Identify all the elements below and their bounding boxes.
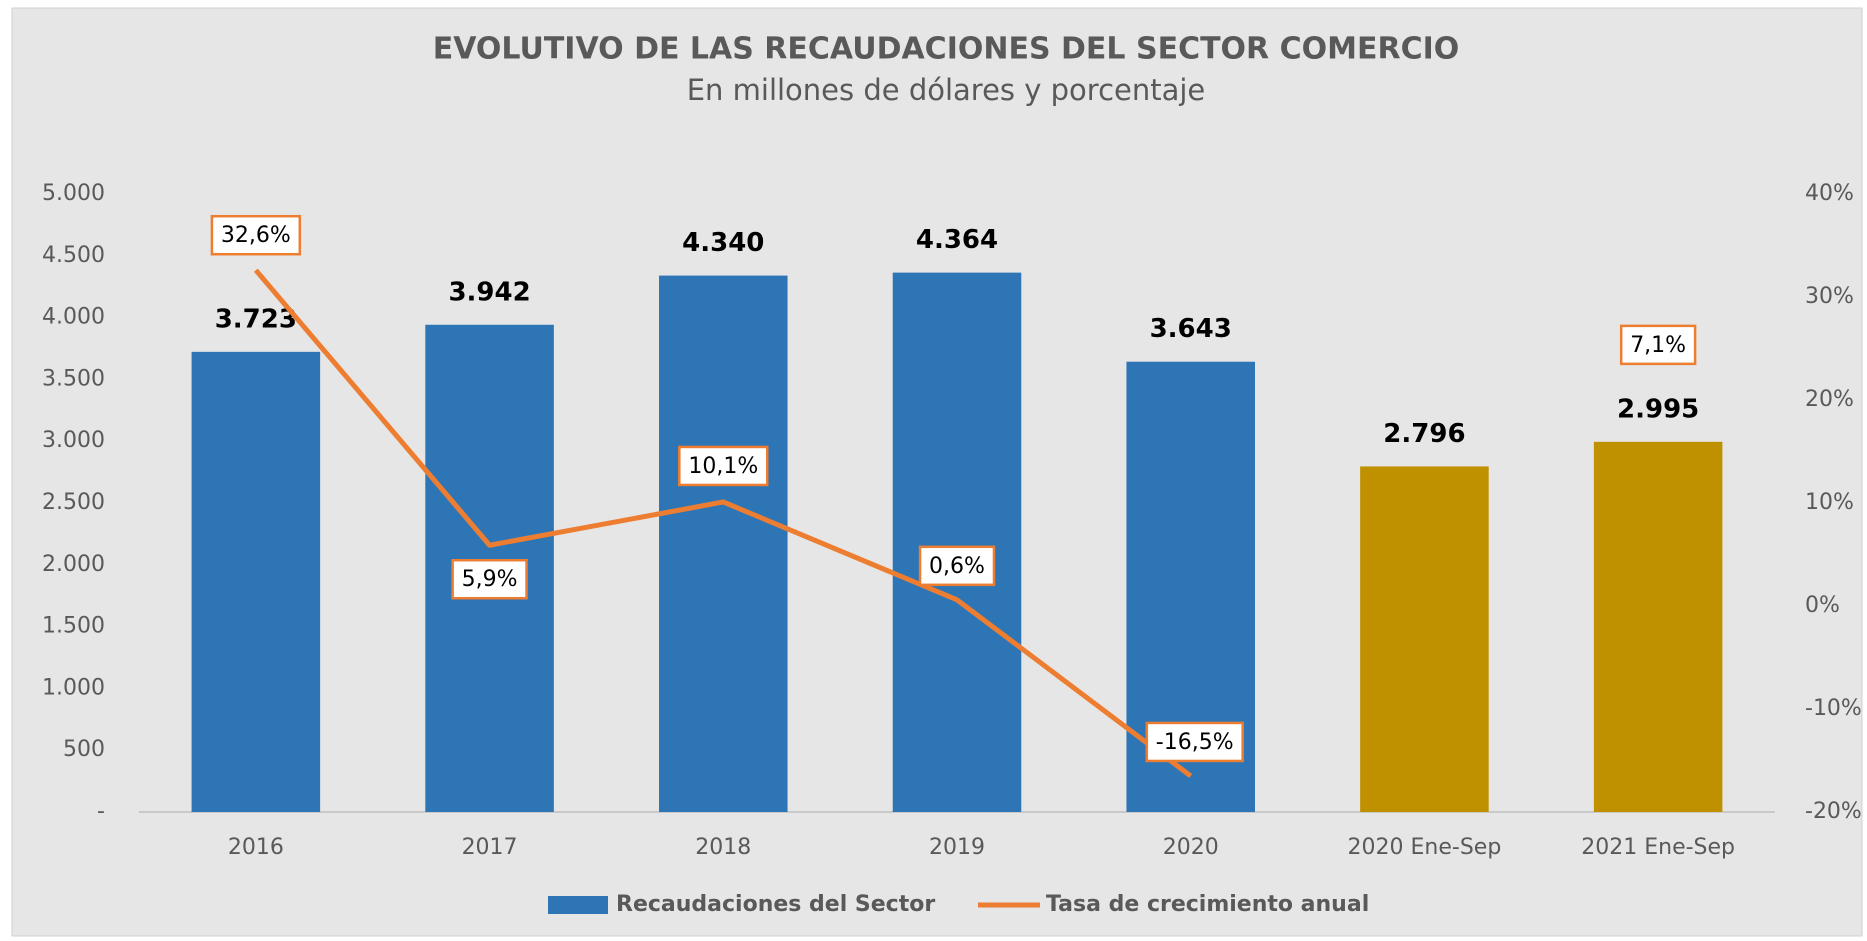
- y2-tick-label: -20%: [1805, 799, 1862, 824]
- y2-tick-label: 0%: [1805, 593, 1840, 618]
- y-tick-label: 4.000: [42, 305, 105, 330]
- line-value-label: 32,6%: [221, 223, 291, 248]
- y2-tick-label: -10%: [1805, 696, 1862, 721]
- legend-label: Tasa de crecimiento anual: [1046, 892, 1369, 917]
- x-tick-label: 2020: [1163, 835, 1219, 860]
- legend-label: Recaudaciones del Sector: [616, 892, 935, 917]
- x-tick-label: 2017: [462, 835, 518, 860]
- bar-value-label: 2.796: [1383, 419, 1465, 449]
- y-tick-label: 4.500: [42, 243, 105, 268]
- y-tick-label: 5.000: [42, 181, 105, 206]
- bar: [191, 351, 321, 812]
- x-tick-label: 2016: [228, 835, 284, 860]
- bar-value-label: 4.364: [916, 225, 998, 255]
- y2-tick-label: 20%: [1805, 387, 1854, 412]
- line-label-box: [918, 545, 996, 587]
- bar-value-label: 2.995: [1617, 394, 1699, 424]
- bar-value-label: 3.643: [1150, 314, 1232, 344]
- bar: [1360, 466, 1489, 812]
- x-tick-label: 2021 Ene-Sep: [1581, 835, 1735, 860]
- line-label-box: [1145, 721, 1244, 763]
- chart-subtitle: En millones de dólares y porcentaje: [687, 73, 1206, 107]
- x-tick-label: 2018: [695, 835, 751, 860]
- y-tick-label: 2.000: [42, 552, 105, 577]
- y-tick-label: 1.000: [42, 675, 105, 700]
- line-label-box: [678, 445, 769, 487]
- growth-line: [253, 268, 1193, 778]
- chart-title: EVOLUTIVO DE LAS RECAUDACIONES DEL SECTO…: [433, 32, 1460, 67]
- y-tick-label: -: [97, 799, 105, 824]
- line-label-box: [1619, 324, 1697, 366]
- bar: [1593, 441, 1723, 812]
- line-value-label: 5,9%: [462, 567, 518, 592]
- y-tick-label: 2.500: [42, 490, 105, 515]
- line-value-label: 7,1%: [1630, 333, 1686, 358]
- y-tick-label: 3.000: [42, 428, 105, 453]
- line-value-label: 0,6%: [929, 554, 985, 579]
- bar-value-label: 3.942: [448, 277, 530, 307]
- y2-tick-label: 30%: [1805, 284, 1854, 309]
- bar: [659, 275, 788, 812]
- line-value-label: 10,1%: [688, 454, 758, 479]
- y-tick-label: 500: [63, 737, 105, 762]
- line-label-box: [451, 558, 528, 600]
- bar-value-label: 3.723: [215, 304, 297, 334]
- x-tick-label: 2019: [929, 835, 985, 860]
- y2-tick-label: 10%: [1805, 490, 1854, 515]
- x-tick-label: 2020 Ene-Sep: [1348, 835, 1502, 860]
- y2-tick-label: 40%: [1805, 181, 1854, 206]
- line-label-box: [210, 214, 302, 256]
- bar-value-label: 4.340: [682, 228, 764, 258]
- bar: [892, 272, 1022, 812]
- y-tick-label: 3.500: [42, 366, 105, 391]
- line-value-label: -16,5%: [1156, 730, 1234, 755]
- y-tick-label: 1.500: [42, 614, 105, 639]
- legend-swatch: [548, 896, 608, 914]
